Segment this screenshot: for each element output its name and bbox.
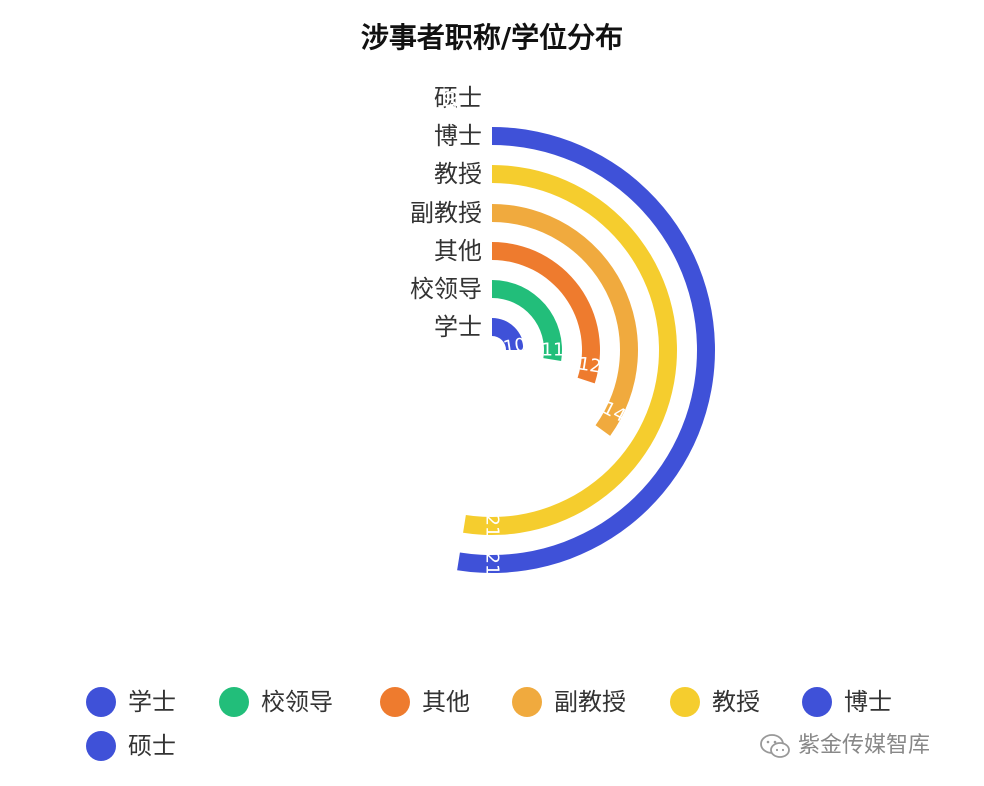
chart-title: 涉事者职称/学位分布 (361, 21, 623, 54)
category-labels: 学士 校领导 其他 副教授 教授 博士 硕士 (410, 84, 482, 341)
legend-marker-1 (86, 687, 116, 717)
category-label-4: 副教授 (410, 199, 482, 227)
value-label-1: 10 (502, 334, 528, 358)
category-label-7: 硕士 (434, 84, 482, 112)
bar-4 (492, 204, 638, 436)
bar-1 (492, 318, 524, 350)
legend-label-6: 博士 (844, 688, 892, 716)
wechat-icon (760, 734, 790, 758)
value-label-3: 12 (577, 353, 603, 377)
watermark: 紫金传媒智库 (760, 733, 930, 758)
legend-marker-2 (219, 687, 249, 717)
legend-marker-4 (512, 687, 542, 717)
legend-marker-3 (380, 687, 410, 717)
legend-marker-5 (670, 687, 700, 717)
legend-label-4: 副教授 (554, 688, 626, 716)
category-label-2: 校领导 (410, 275, 482, 303)
bars-layer (457, 127, 715, 573)
bar-3 (492, 242, 601, 384)
legend-label-1: 学士 (128, 688, 176, 716)
category-label-6: 博士 (434, 122, 482, 150)
value-label-7: 40 (440, 88, 464, 114)
legend-label-7: 硕士 (128, 732, 176, 760)
legend-marker-7 (86, 731, 116, 761)
bar-2 (492, 280, 562, 361)
category-label-5: 教授 (434, 160, 482, 188)
legend-marker-6 (802, 687, 832, 717)
legend-label-3: 其他 (422, 688, 470, 716)
watermark-text: 紫金传媒智库 (798, 733, 930, 758)
category-label-1: 学士 (434, 313, 482, 341)
legend-label-2: 校领导 (261, 688, 333, 716)
value-label-5: 21 (482, 515, 503, 538)
legend-label-5: 教授 (712, 688, 760, 716)
category-label-3: 其他 (434, 237, 482, 265)
value-label-6: 21 (482, 553, 503, 576)
value-label-2: 11 (542, 340, 565, 361)
